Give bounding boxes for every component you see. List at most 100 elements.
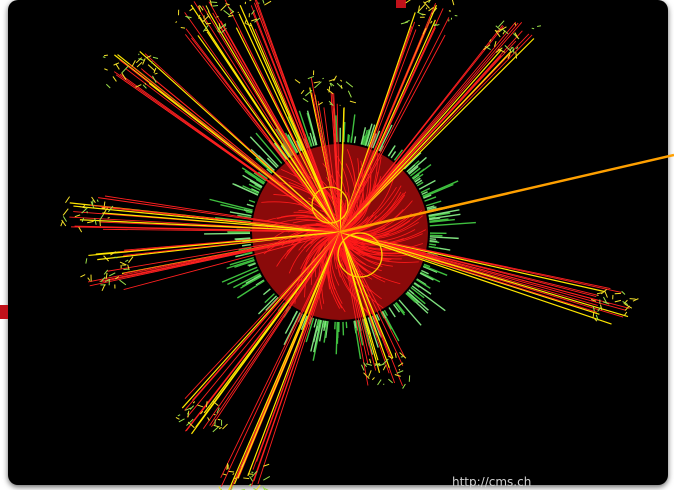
- jet-spray: [187, 412, 189, 417]
- jet-spray: [418, 4, 426, 12]
- jet-track: [220, 231, 341, 487]
- jet-spray: [198, 5, 202, 12]
- jet-track: [339, 107, 345, 233]
- calorimeter-bar: [423, 265, 448, 276]
- calorimeter-bar: [323, 320, 327, 331]
- jet-spray: [125, 259, 129, 263]
- jet-spray: [264, 0, 272, 6]
- jet-spray: [600, 289, 607, 295]
- calorimeter-bar: [309, 132, 315, 147]
- calorimeter-bar: [246, 203, 254, 208]
- jet-track: [339, 231, 597, 297]
- jet-spray: [430, 20, 433, 24]
- jet-spray: [345, 81, 354, 88]
- calorimeter-bar: [258, 155, 275, 171]
- jet-spray: [307, 75, 314, 80]
- jet-spray: [431, 7, 438, 15]
- jet-spray: [100, 276, 106, 283]
- jet-spray: [405, 0, 411, 4]
- jet-spray: [328, 100, 334, 107]
- jet-spray: [119, 261, 127, 266]
- jet-track: [206, 31, 341, 233]
- jet-spray: [494, 41, 497, 47]
- jet-spray: [515, 52, 518, 59]
- jet-track: [323, 107, 341, 233]
- calorimeter-bar: [416, 278, 427, 286]
- jet-spray: [262, 0, 265, 4]
- jet-spray: [81, 207, 88, 214]
- jet-spray: [483, 44, 491, 51]
- jet-spray: [399, 352, 407, 359]
- jet-spray: [433, 24, 440, 27]
- jet-spray: [103, 269, 109, 275]
- jet-spray: [209, 0, 213, 6]
- jet-track: [104, 195, 341, 233]
- calorimeter-bar: [336, 321, 339, 344]
- calorimeter-bar: [425, 200, 442, 207]
- jet-spray: [241, 461, 245, 468]
- calorimeter-bar: [429, 240, 440, 244]
- jet-spray: [146, 55, 152, 59]
- jet-spray: [189, 405, 195, 410]
- jet-spray: [597, 307, 601, 312]
- jet-track: [202, 5, 341, 233]
- jet-spray: [65, 196, 70, 204]
- jet-spray: [87, 277, 91, 281]
- jet-track: [89, 204, 341, 233]
- jet-spray: [596, 292, 603, 295]
- jet-track: [339, 34, 533, 233]
- jet-spray: [245, 23, 252, 27]
- jet-spray: [251, 10, 255, 15]
- calorimeter-bar: [227, 269, 259, 286]
- jet-track: [339, 231, 605, 293]
- jet-spray: [294, 79, 301, 84]
- calorimeter-bar: [398, 299, 422, 326]
- calorimeter-bar: [273, 142, 288, 160]
- jet-spray: [107, 216, 110, 219]
- calorimeter-bar: [429, 240, 438, 243]
- jet-spray: [108, 272, 116, 277]
- jet-spray: [186, 418, 194, 426]
- jet-track: [339, 231, 630, 309]
- calorimeter-bar: [420, 187, 431, 194]
- track: [339, 175, 372, 233]
- calorimeter-bar: [237, 214, 252, 219]
- jet-spray: [423, 0, 431, 4]
- calorimeter-bar: [284, 310, 298, 334]
- jet-spray: [230, 485, 234, 490]
- calorimeter-bar: [411, 285, 446, 312]
- calorimeter-bar: [429, 221, 476, 227]
- calorimeter-bar: [372, 315, 381, 336]
- jet-spray: [396, 370, 404, 374]
- calorimeter-bar: [369, 316, 375, 328]
- jet-track: [339, 231, 598, 313]
- jet-track: [332, 92, 341, 233]
- calorimeter-bar: [255, 178, 265, 185]
- jet-track: [339, 231, 629, 318]
- jet-spray: [397, 362, 404, 367]
- calorimeter-bar: [406, 291, 420, 304]
- jet-spray: [388, 355, 393, 360]
- jet-spray: [105, 272, 108, 279]
- jet-spray: [207, 417, 210, 421]
- jet-spray: [498, 20, 505, 28]
- calorimeter-bar: [407, 156, 427, 174]
- jet-spray: [507, 54, 511, 59]
- jet-spray: [624, 311, 628, 316]
- jet-spray: [347, 90, 352, 98]
- track: [339, 221, 419, 240]
- jet-spray: [255, 484, 261, 490]
- jet-track: [339, 38, 535, 233]
- calorimeter-bar: [370, 133, 377, 148]
- calorimeter-bar: [240, 237, 251, 240]
- calorimeter-bar: [257, 171, 268, 180]
- jet-spray: [198, 14, 201, 19]
- jet-track: [339, 231, 381, 373]
- jet-spray: [600, 304, 603, 311]
- jet-spray: [232, 473, 235, 476]
- calorimeter-bar: [283, 312, 301, 346]
- jet-spray: [329, 82, 333, 87]
- jet-spray: [494, 29, 501, 38]
- calorimeter-bar: [408, 165, 419, 175]
- calorimeter-bar: [305, 317, 315, 343]
